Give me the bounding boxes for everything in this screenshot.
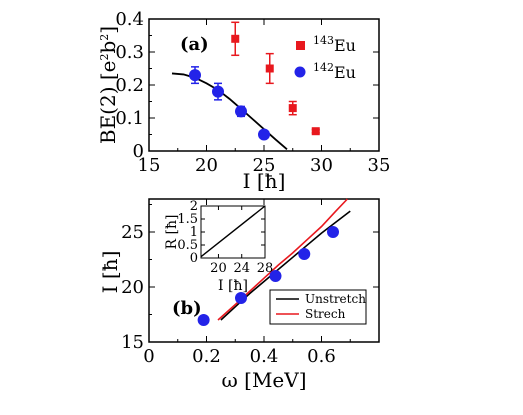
data-point-142eu	[212, 85, 224, 98]
inset-x-tick-label: 28	[257, 261, 274, 276]
legend-marker-142eu	[294, 66, 306, 78]
panel-b-label: (b)	[172, 298, 202, 319]
inset-x-tick-label: 20	[210, 261, 227, 276]
panel-a: 15 20 25 30 35 0 0.1 0.2 0.3 0.4 (a) I [ħ] BE(2) …	[96, 9, 390, 193]
panel-b-legend-box	[269, 289, 367, 325]
data-point-142eu-omega	[197, 314, 210, 326]
panel-b-frame	[148, 198, 380, 343]
panel-a-x-tick-label: 35	[368, 155, 391, 176]
inset-y-axis-title: R [ħ]	[164, 215, 180, 250]
inset-line	[200, 205, 266, 258]
inset: 20 24 28 00.511.52 I [ħ] R [ħ]	[164, 199, 273, 294]
legend-marker-143eu	[296, 41, 305, 50]
inset-y-tick-label: 0.5	[177, 238, 198, 253]
data-point-142eu	[189, 69, 201, 82]
panel-b-y-tick-label: 20	[121, 277, 144, 298]
data-point-142eu	[235, 105, 247, 118]
data-point-143eu	[311, 127, 320, 136]
inset-y-tick-label: 1.5	[177, 212, 198, 227]
panel-a-legend: 143Eu 142Eu	[294, 34, 356, 82]
data-point-142eu-omega	[269, 270, 282, 282]
inset-y-tick-label: 0	[190, 251, 198, 266]
legend-label-unstretch: Unstretch	[305, 292, 366, 306]
panel-a-y-tick-label: 0.3	[115, 42, 144, 63]
panel-b-y-tick-label: 15	[121, 332, 144, 353]
legend-label-strech: Strech	[305, 307, 346, 321]
panel-b-x-tick-label: 0	[143, 346, 154, 367]
panel-a-y-tick-label: 0.4	[115, 9, 144, 30]
data-point-142eu-omega	[235, 292, 247, 304]
panel-b-x-tick-label: 0.2	[192, 346, 221, 367]
panel-a-frame	[148, 18, 380, 152]
panel-a-y-tick-label: 0.2	[115, 75, 144, 96]
panel-a-x-axis-title: I [ħ]	[243, 169, 286, 193]
panel-b-y-axis-title: I [ħ]	[98, 251, 122, 294]
panel-a-y-axis-title: BE(2) [e2b2]	[96, 26, 120, 144]
panel-a-x-tick-label: 30	[310, 155, 333, 176]
inset-x-tick-label: 24	[233, 261, 250, 276]
data-point-143eu	[231, 34, 240, 43]
panel-a-model-curve	[171, 72, 288, 151]
legend-label-142eu: 142Eu	[313, 61, 356, 82]
inset-y-tick-label: 1	[190, 225, 198, 240]
panel-a-x-tick-label: 20	[195, 155, 218, 176]
panel-a-x-tick-label: 25	[253, 155, 276, 176]
data-point-143eu	[288, 104, 297, 113]
panel-a-y-tick-label: 0	[133, 141, 144, 162]
panel-b-data	[197, 198, 351, 326]
data-point-143eu	[265, 64, 274, 73]
panel-a-y-tick-label: 0.1	[115, 108, 144, 129]
inset-y-tick-label: 2	[190, 199, 198, 214]
panel-a-data	[171, 21, 320, 151]
panel-b-legend: Unstretch Strech	[269, 289, 367, 325]
inset-data	[200, 205, 266, 258]
panel-a-x-tick-label: 15	[138, 155, 161, 176]
data-point-142eu	[258, 128, 270, 141]
data-point-142eu-omega	[298, 248, 311, 260]
panel-b-x-tick-label: 0.6	[307, 346, 336, 367]
inset-ticks: 20 24 28 00.511.52	[177, 199, 273, 276]
panel-b-x-tick-label: 0.4	[250, 346, 279, 367]
legend-label-143eu: 143Eu	[313, 34, 356, 55]
data-point-142eu-omega	[327, 226, 339, 238]
panel-b-x-axis-title: ω [MeV]	[221, 368, 306, 392]
panel-b-y-tick-label: 25	[121, 222, 144, 243]
inset-x-axis-title: I [ħ]	[218, 278, 248, 294]
panel-a-label: (a)	[180, 34, 209, 55]
